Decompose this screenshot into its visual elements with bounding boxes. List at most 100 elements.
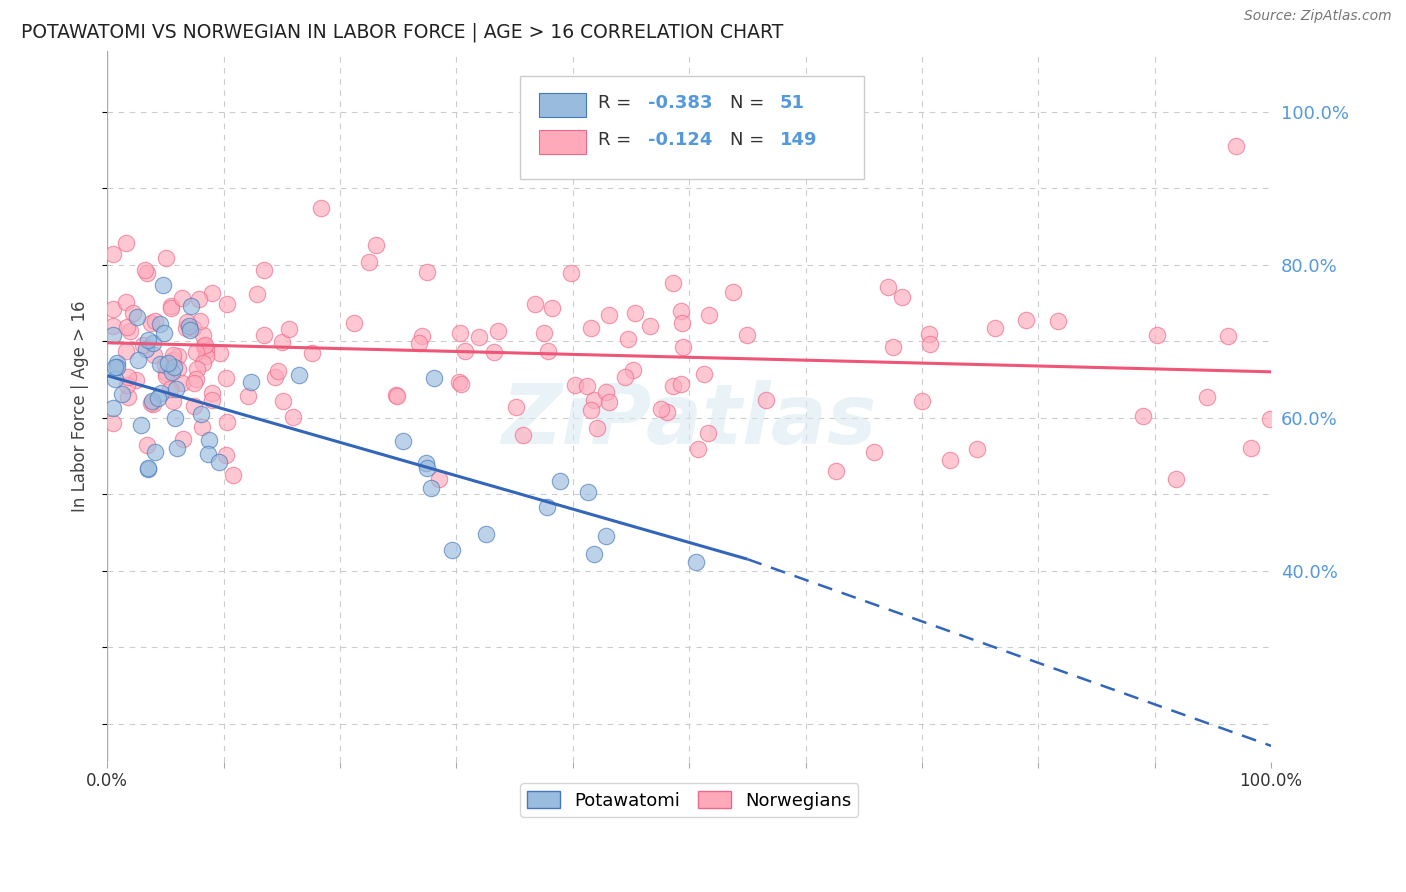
Point xyxy=(449,326,471,340)
Point xyxy=(101,247,124,261)
Point xyxy=(215,297,238,311)
Point xyxy=(172,432,194,446)
Point xyxy=(309,201,332,215)
Point xyxy=(159,382,181,396)
Point xyxy=(136,266,159,280)
Point xyxy=(149,317,172,331)
Point xyxy=(143,445,166,459)
Point xyxy=(524,297,547,311)
Point xyxy=(1164,472,1187,486)
Point xyxy=(264,370,287,384)
Point xyxy=(142,336,165,351)
Point xyxy=(114,236,136,251)
Point xyxy=(138,333,160,347)
Point xyxy=(217,415,239,429)
Point xyxy=(564,378,586,392)
Point xyxy=(671,303,693,318)
Point xyxy=(188,313,211,327)
Point xyxy=(115,295,138,310)
Point xyxy=(239,375,262,389)
Point xyxy=(162,394,184,409)
Point xyxy=(117,390,139,404)
Point xyxy=(139,396,162,410)
Point xyxy=(288,368,311,382)
Point xyxy=(824,464,846,478)
Point xyxy=(586,421,609,435)
Point xyxy=(576,379,599,393)
Point xyxy=(165,382,187,396)
Point xyxy=(277,322,299,336)
Point xyxy=(222,467,245,482)
Point xyxy=(184,345,207,359)
Point xyxy=(125,310,148,325)
Point xyxy=(156,356,179,370)
Text: Source: ZipAtlas.com: Source: ZipAtlas.com xyxy=(1244,9,1392,23)
Point xyxy=(136,460,159,475)
Point xyxy=(598,395,620,409)
Point xyxy=(662,379,685,393)
Point xyxy=(411,329,433,343)
Point xyxy=(149,386,172,401)
Point xyxy=(174,321,197,335)
Point xyxy=(191,327,214,342)
Point xyxy=(877,279,900,293)
Point xyxy=(120,324,142,338)
Point xyxy=(215,370,238,384)
Point xyxy=(579,321,602,335)
Point xyxy=(984,320,1007,334)
Point xyxy=(697,308,720,322)
Point xyxy=(155,251,177,265)
Point xyxy=(862,445,884,459)
Point xyxy=(582,547,605,561)
Point xyxy=(236,389,259,403)
Point xyxy=(114,343,136,358)
Point xyxy=(621,363,644,377)
Point xyxy=(669,377,692,392)
Point xyxy=(253,263,276,277)
Y-axis label: In Labor Force | Age > 16: In Labor Force | Age > 16 xyxy=(72,301,89,512)
Point xyxy=(271,394,294,409)
Text: R =: R = xyxy=(599,94,631,112)
Point xyxy=(170,376,193,391)
Point xyxy=(101,301,124,316)
Point xyxy=(505,400,527,414)
Point xyxy=(1197,390,1219,404)
Point xyxy=(179,323,201,337)
Point xyxy=(110,386,132,401)
Point xyxy=(408,336,430,351)
Text: POTAWATOMI VS NORWEGIAN IN LABOR FORCE | AGE > 16 CORRELATION CHART: POTAWATOMI VS NORWEGIAN IN LABOR FORCE |… xyxy=(21,22,783,42)
FancyBboxPatch shape xyxy=(538,130,586,154)
Point xyxy=(132,338,155,352)
Point xyxy=(686,442,709,457)
Point xyxy=(1146,328,1168,343)
Point xyxy=(201,392,224,407)
Point xyxy=(420,481,443,495)
Point xyxy=(301,346,323,360)
Point xyxy=(186,362,208,376)
Text: 51: 51 xyxy=(780,94,806,112)
Point xyxy=(1218,328,1240,343)
Point xyxy=(270,335,292,350)
Point xyxy=(162,353,184,368)
Point xyxy=(693,368,716,382)
Point xyxy=(152,277,174,292)
Point xyxy=(101,327,124,342)
Point xyxy=(548,474,571,488)
Point xyxy=(422,371,444,385)
Point xyxy=(920,336,942,351)
Point xyxy=(416,265,439,279)
Point xyxy=(447,375,470,389)
Point xyxy=(475,527,498,541)
Point xyxy=(183,376,205,391)
Point xyxy=(440,543,463,558)
Point xyxy=(149,357,172,371)
Point xyxy=(127,353,149,368)
Point xyxy=(117,370,139,384)
Point xyxy=(190,407,212,421)
Point xyxy=(918,326,941,341)
Point xyxy=(159,301,181,315)
Text: N =: N = xyxy=(730,94,765,112)
Point xyxy=(1258,412,1281,426)
Point xyxy=(939,453,962,467)
Point xyxy=(131,417,153,432)
